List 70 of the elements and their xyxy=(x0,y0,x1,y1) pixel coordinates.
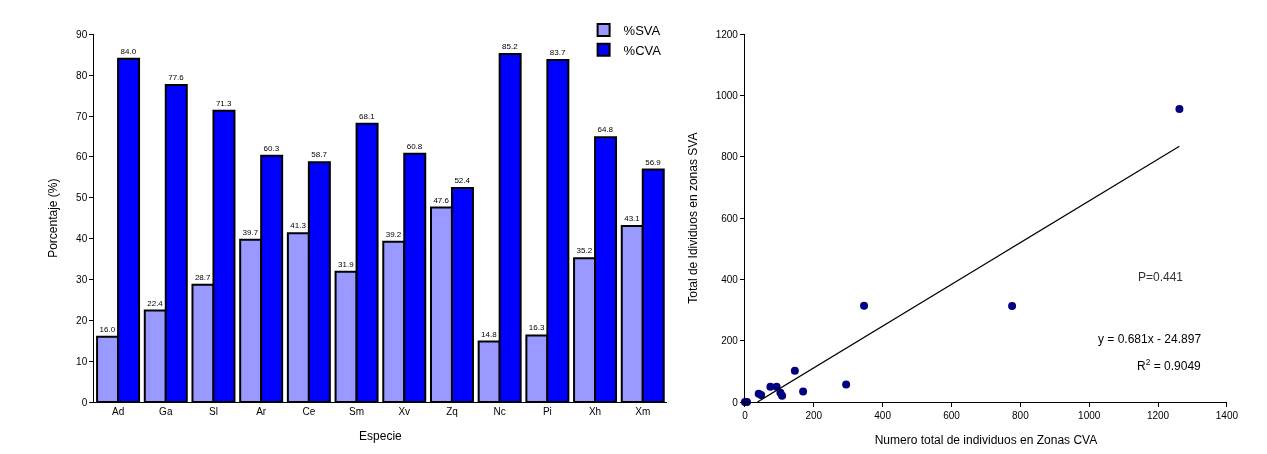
x-tick-label: 0 xyxy=(742,410,749,421)
x-tick-label: Xm xyxy=(635,406,651,417)
data-label: 64.8 xyxy=(597,125,614,135)
x-axis-title: Especie xyxy=(359,428,403,443)
annotation: y = 0.681x - 24.897 xyxy=(1098,332,1202,346)
y-tick-label: 80 xyxy=(76,69,88,81)
data-label: 85.2 xyxy=(502,41,519,51)
data-label: 60.3 xyxy=(263,143,280,153)
data-label: 28.7 xyxy=(194,272,212,282)
y-tick-label: 600 xyxy=(721,212,739,224)
data-label: 60.8 xyxy=(406,141,423,151)
x-tick-label: 800 xyxy=(1012,410,1030,421)
data-label: 83.7 xyxy=(549,48,566,58)
data-label: 39.7 xyxy=(242,227,259,237)
data-label: 16.0 xyxy=(99,324,116,334)
y-tick-label: 90 xyxy=(76,28,88,40)
x-tick-label: 1000 xyxy=(1078,410,1101,421)
data-label: 77.6 xyxy=(168,73,185,82)
x-tick-label: Ar xyxy=(256,406,267,417)
data-label: 16.3 xyxy=(528,323,545,333)
x-tick-label: Ga xyxy=(159,406,173,417)
x-tick-label: 1200 xyxy=(1146,410,1170,421)
data-label: 41.3 xyxy=(290,221,307,231)
y-tick-label: 10 xyxy=(76,355,88,367)
x-tick-label: 200 xyxy=(805,410,823,421)
y-tick-label: 50 xyxy=(76,192,88,204)
y-tick-label: 400 xyxy=(721,273,739,285)
legend-label: %CVA xyxy=(623,42,662,58)
data-label: 68.1 xyxy=(359,111,376,121)
y-tick-label: 30 xyxy=(76,273,88,285)
x-tick-label: Xv xyxy=(398,406,411,417)
data-label: 58.7 xyxy=(311,150,328,160)
data-label: 22.4 xyxy=(147,298,164,308)
y-tick-label: 20 xyxy=(76,314,88,326)
legend-label: %SVA xyxy=(623,23,661,39)
y-tick-label: 40 xyxy=(76,233,88,245)
x-tick-label: Ad xyxy=(111,406,125,417)
y-tick-label: 60 xyxy=(76,151,88,163)
y-tick-label: 800 xyxy=(721,151,739,163)
x-axis-title: Numero total de individuos en Zonas CVA xyxy=(874,432,1098,447)
x-tick-label: Xh xyxy=(588,406,602,417)
data-label: 52.4 xyxy=(454,175,471,185)
y-tick-label: 0 xyxy=(732,396,739,408)
data-label: 14.8 xyxy=(481,329,498,339)
x-tick-label: Sm xyxy=(349,406,365,417)
data-label: 84.0 xyxy=(120,46,137,56)
data-label: 47.6 xyxy=(433,195,450,205)
y-tick-label: 0 xyxy=(81,396,88,408)
x-tick-label: 400 xyxy=(874,410,892,421)
data-label: 39.2 xyxy=(385,229,402,239)
y-tick-label: 200 xyxy=(721,335,739,347)
x-tick-label: 600 xyxy=(943,410,961,421)
data-label: 56.9 xyxy=(645,157,662,167)
x-tick-label: Nc xyxy=(493,406,506,417)
x-tick-label: Ce xyxy=(302,406,316,417)
data-label: 43.1 xyxy=(624,213,641,223)
annotation: P=0.441 xyxy=(1138,270,1184,284)
y-axis-title: Porcentaje (%) xyxy=(46,178,61,258)
x-tick-label: Sl xyxy=(209,406,218,417)
x-tick-label: Pi xyxy=(542,406,552,417)
annotation: R$^{2}$ = 0.9049 xyxy=(1137,357,1202,374)
y-axis-title: Total de Idividuos en zonas SVA xyxy=(685,132,700,304)
y-tick-label: 1000 xyxy=(715,90,739,102)
data-label: 71.3 xyxy=(215,98,233,108)
y-tick-label: 70 xyxy=(76,110,88,122)
y-tick-label: 1200 xyxy=(715,28,739,40)
data-label: 31.9 xyxy=(338,259,355,269)
data-label: 35.2 xyxy=(576,246,593,256)
x-tick-label: 1400 xyxy=(1215,410,1239,421)
x-tick-label: Zq xyxy=(446,406,458,417)
